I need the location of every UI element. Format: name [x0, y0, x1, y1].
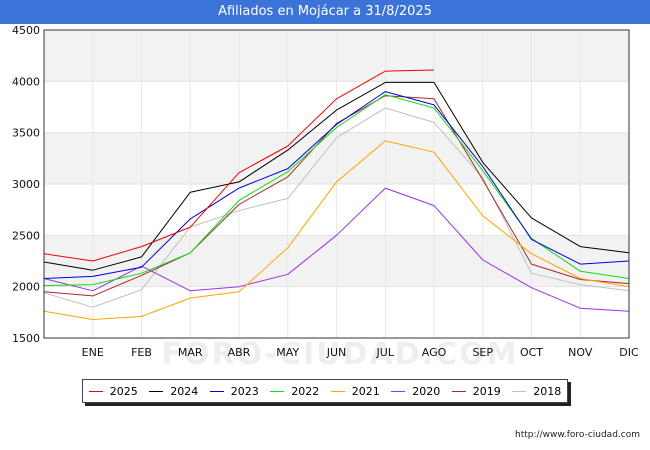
series-line-2018 — [43, 107, 630, 308]
series-lines — [43, 69, 630, 320]
legend: 2025 2024 2023 2022 2021 2020 2019 2018 — [82, 379, 568, 403]
footer-url: http://www.foro-ciudad.com — [515, 430, 640, 440]
series-line-2023 — [43, 91, 630, 279]
legend-item-2020: 2020 — [391, 385, 440, 398]
watermark: FORO-CIUDAD.COM — [162, 337, 519, 372]
legend-label: 2025 — [109, 384, 138, 398]
x-tick-label: NOV — [568, 346, 593, 359]
plot-frame — [43, 29, 630, 339]
y-tick-label: 2500 — [12, 229, 40, 242]
x-axis-ticks: ENE FEB MAR ABR MAY JUN JUL AGO SEP OCT NOV DIC — [82, 346, 639, 359]
series-line-2025 — [43, 69, 435, 262]
y-tick-label: 4000 — [12, 75, 40, 88]
series-line-2024 — [43, 81, 630, 271]
y-tick-label: 3000 — [12, 178, 40, 191]
x-tick-label: JUN — [326, 346, 347, 359]
x-tick-label: AGO — [422, 346, 447, 359]
legend-swatch — [88, 390, 103, 392]
legend-item-2025: 2025 — [88, 384, 138, 398]
legend-item-2019: 2019 — [451, 384, 501, 398]
legend-swatch — [149, 390, 164, 392]
legend-swatch — [451, 390, 466, 392]
legend-item-2018: 2018 — [512, 385, 561, 398]
chart-title: Afiliados en Mojácar a 31/8/2025 — [0, 0, 650, 24]
x-tick-label: ABR — [228, 346, 251, 359]
y-axis-ticks: 1500 2000 2500 3000 3500 4000 4500 — [12, 24, 40, 345]
x-tick-label: JUL — [376, 346, 395, 359]
x-tick-label: ENE — [82, 346, 104, 359]
legend-label: 2020 — [412, 384, 441, 398]
legend-item-2024: 2024 — [149, 385, 198, 398]
legend-label: 2024 — [170, 384, 199, 398]
y-tick-label: 4500 — [12, 24, 40, 37]
grid-lines — [44, 29, 630, 339]
x-tick-label: MAY — [276, 346, 299, 359]
y-tick-label: 3500 — [12, 127, 40, 140]
legend-item-2022: 2022 — [270, 385, 319, 398]
legend-swatch — [391, 390, 406, 392]
legend-label: 2019 — [472, 384, 501, 398]
legend-item-2021: 2021 — [330, 384, 380, 398]
x-tick-label: SEP — [472, 346, 493, 359]
legend-swatch — [270, 390, 285, 392]
x-tick-label: MAR — [178, 346, 203, 359]
y-tick-label: 1500 — [12, 332, 40, 345]
legend-swatch — [209, 390, 224, 392]
x-tick-label: OCT — [520, 346, 543, 359]
legend-item-2023: 2023 — [209, 384, 259, 398]
legend-label: 2023 — [230, 384, 259, 398]
x-tick-label: DIC — [619, 346, 639, 359]
legend-label: 2018 — [533, 384, 562, 398]
legend-swatch — [330, 390, 345, 392]
legend-label: 2021 — [351, 384, 380, 398]
x-tick-label: FEB — [131, 346, 152, 359]
series-line-2020 — [43, 187, 630, 312]
line-chart: FORO-CIUDAD.COM 1500 2000 2500 3000 3500 4000… — [12, 24, 639, 372]
legend-label: 2022 — [291, 384, 320, 398]
series-line-2021 — [43, 140, 630, 320]
legend-swatch — [512, 390, 527, 392]
series-line-2019 — [43, 95, 630, 297]
series-line-2022 — [43, 94, 630, 287]
y-tick-label: 2000 — [12, 281, 40, 294]
